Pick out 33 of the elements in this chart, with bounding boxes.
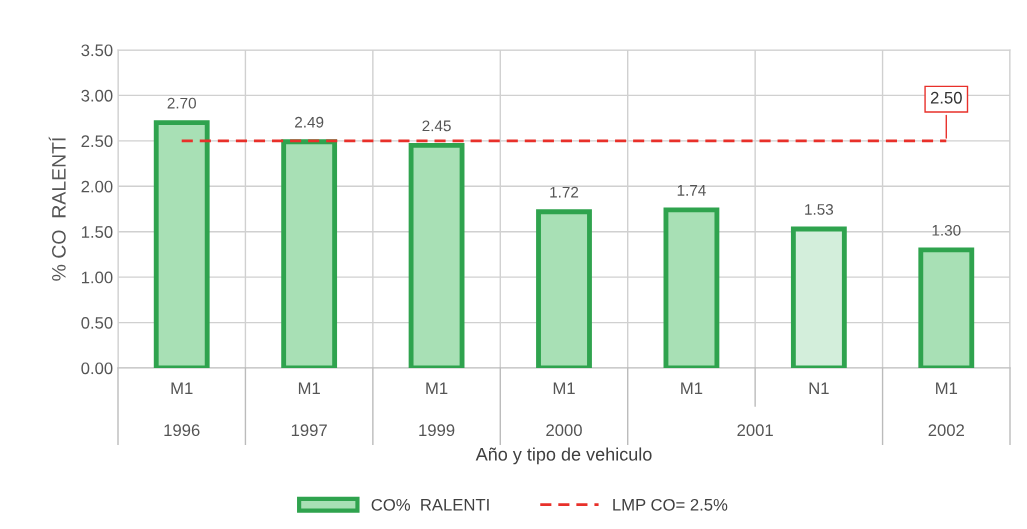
y-tick-label: 0.50: [81, 316, 113, 329]
x-axis-title: Año y tipo de vehiculo: [475, 447, 652, 465]
y-tick-label: 2.00: [81, 180, 113, 193]
text: 2002: [928, 424, 964, 437]
text: 2000: [546, 424, 582, 437]
legend-label: CO% RALENTI: [371, 498, 489, 511]
data-label: 1.53: [805, 204, 834, 215]
x-tick-label: M1: [426, 382, 448, 394]
data-label: 2.45: [422, 120, 451, 132]
data-label: 2.49: [295, 116, 324, 128]
y-tick-label: 1.00: [81, 271, 113, 284]
text: 1997: [291, 424, 327, 437]
x-tick-label: M1: [171, 382, 193, 394]
data-label: 2.50: [930, 91, 962, 104]
y-tick-label: 2.50: [81, 135, 113, 148]
data-label: 1.74: [677, 185, 706, 196]
x-tick-label: M1: [298, 382, 320, 394]
y-tick-label: 1.50: [81, 226, 113, 238]
legend-label: LMP CO= 2.5%: [613, 498, 728, 511]
y-tick-label: 0.00: [81, 362, 113, 375]
x-tick-label: M1: [936, 382, 958, 394]
data-label: 1.72: [550, 186, 579, 198]
x-tick-label: M1: [553, 382, 575, 394]
text: 1999: [419, 424, 455, 437]
text: 2001: [737, 424, 773, 437]
x-tick-label: N1: [809, 382, 829, 394]
y-tick-label: 3.00: [81, 89, 113, 102]
data-label: 1.30: [932, 224, 961, 236]
y-axis-title: % CO RALENTÍ: [48, 136, 66, 281]
y-tick-label: 3.50: [81, 44, 113, 57]
x-tick-label: M1: [681, 382, 703, 394]
data-label: 2.70: [167, 97, 196, 109]
text: 1996: [164, 424, 200, 437]
